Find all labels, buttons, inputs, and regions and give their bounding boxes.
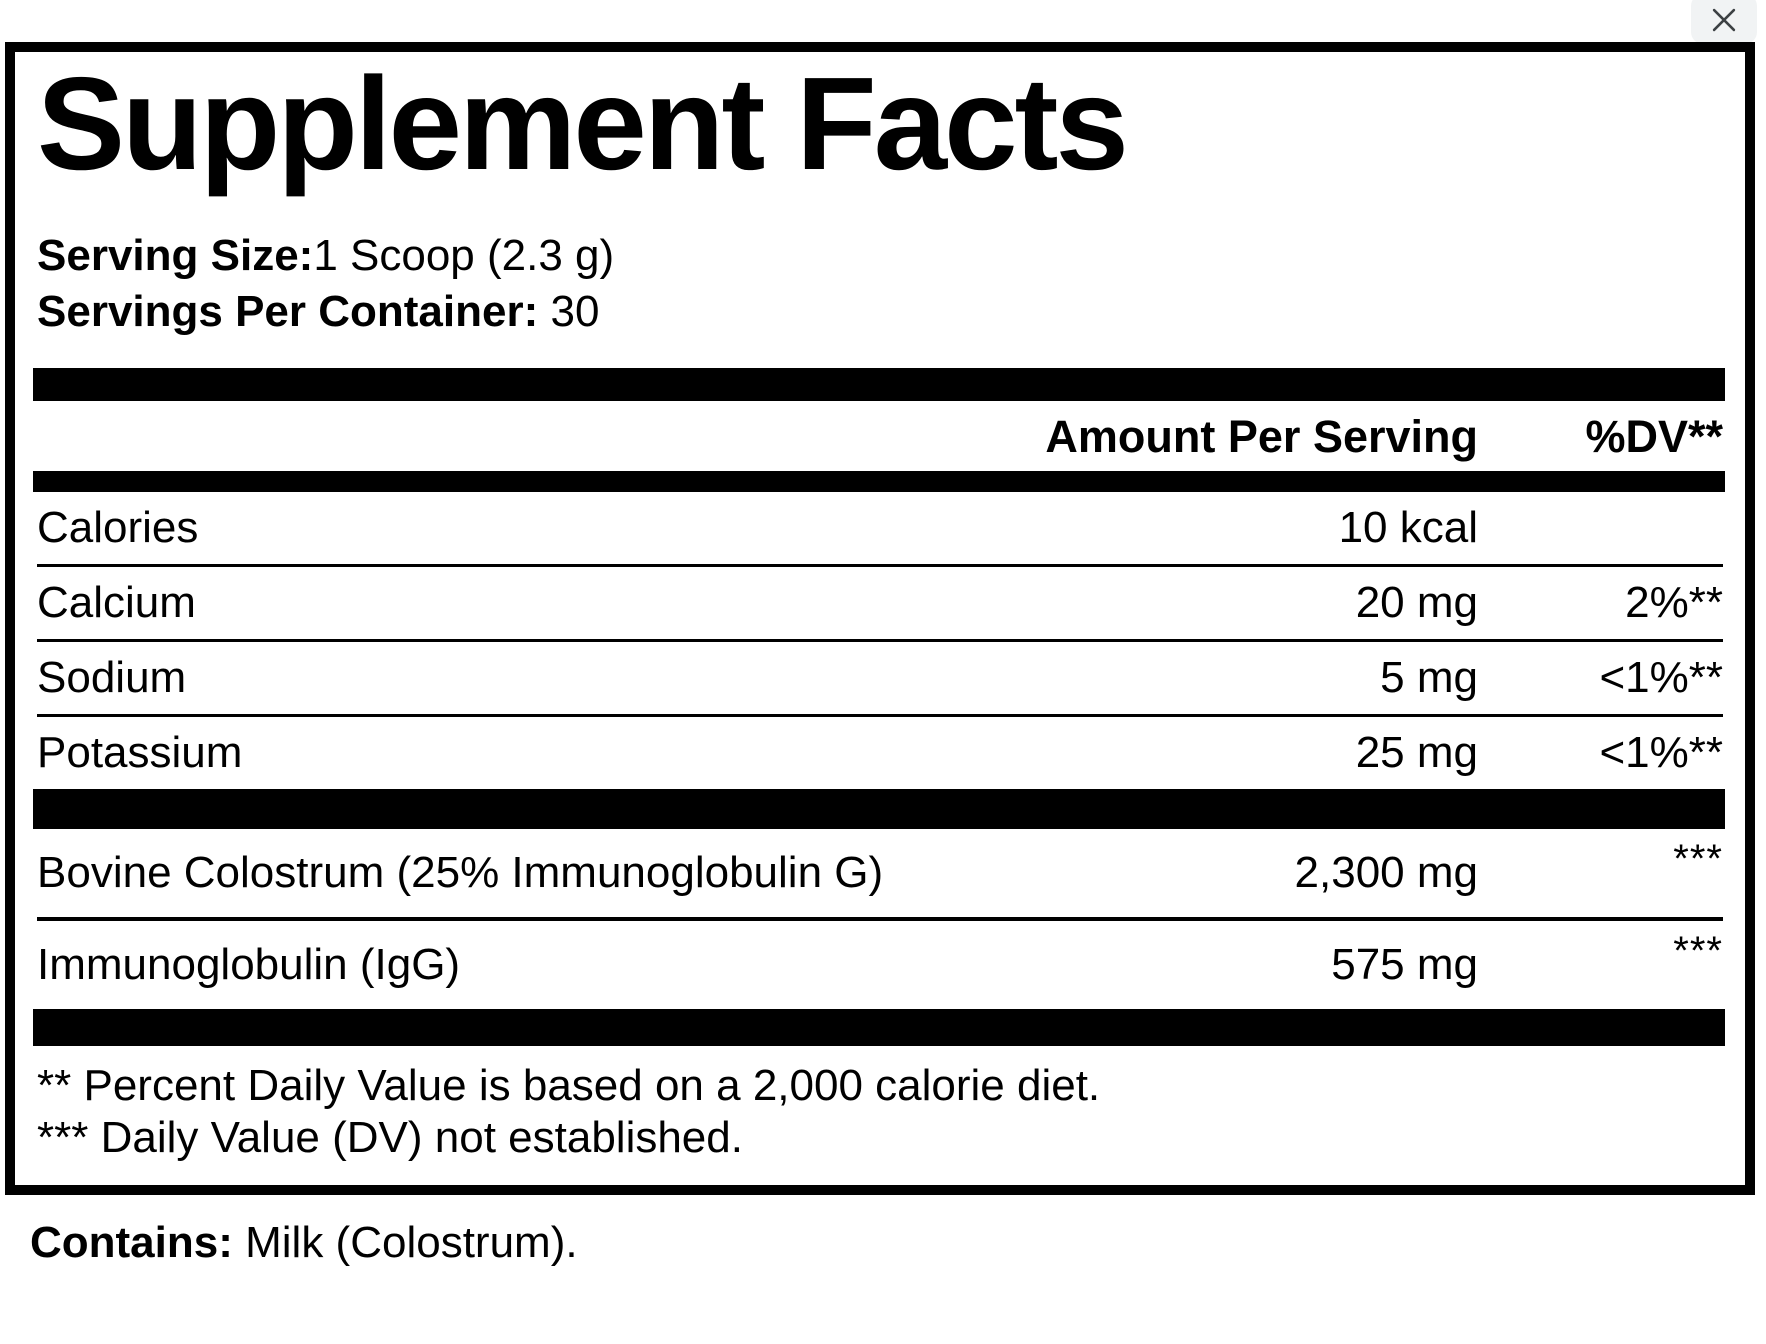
close-icon: [1707, 3, 1741, 37]
nutrient-name: Potassium: [37, 727, 243, 777]
ingredient-amount: 575 mg: [1331, 939, 1478, 989]
nutrient-amount: 20 mg: [1355, 577, 1478, 627]
ingredient-name: Immunoglobulin (IgG): [37, 939, 461, 989]
nutrient-name: Sodium: [37, 652, 187, 702]
serving-size-value: 1 Scoop (2.3 g): [313, 230, 615, 280]
contains-label: Contains:: [30, 1218, 233, 1267]
supplement-facts-panel: Supplement Facts Serving Size:1 Scoop (2…: [5, 42, 1755, 1195]
nutrient-rows: Calories 10 kcal Calcium 20 mg 2%** Sodi…: [37, 492, 1723, 789]
nutrient-dv: <1%**: [1599, 727, 1723, 777]
ingredient-dv: ***: [1673, 928, 1723, 973]
footnote-dv-not-established: *** Daily Value (DV) not established.: [37, 1112, 743, 1162]
divider-medium-bar: [33, 470, 1725, 492]
nutrient-amount: 5 mg: [1380, 652, 1478, 702]
table-row: Calories 10 kcal: [37, 492, 1723, 564]
contains-value: Milk (Colostrum).: [245, 1218, 578, 1267]
table-row: Bovine Colostrum (25% Immunoglobulin G) …: [37, 829, 1723, 917]
table-row: Sodium 5 mg <1%**: [37, 638, 1723, 714]
ingredient-dv: ***: [1673, 836, 1723, 881]
nutrient-amount: 10 kcal: [1338, 502, 1478, 552]
nutrient-amount: 25 mg: [1355, 727, 1478, 777]
close-button[interactable]: [1691, 0, 1757, 44]
nutrient-name: Calories: [37, 502, 199, 552]
ingredient-rows: Bovine Colostrum (25% Immunoglobulin G) …: [37, 829, 1723, 1009]
page-title: Supplement Facts: [37, 50, 1129, 197]
divider-thick-bar: [33, 367, 1725, 401]
footnote-daily-value: ** Percent Daily Value is based on a 2,0…: [37, 1060, 1101, 1110]
divider-thick-bar: [33, 788, 1725, 829]
nutrient-dv: <1%**: [1599, 652, 1723, 702]
percent-dv-header: %DV**: [1585, 410, 1723, 462]
serving-size-line: Serving Size:1 Scoop (2.3 g): [37, 228, 1723, 284]
nutrient-dv: 2%**: [1625, 577, 1723, 627]
divider-thick-bar: [33, 1008, 1725, 1046]
table-row: Immunoglobulin (IgG) 575 mg ***: [37, 916, 1723, 1009]
table-row: Potassium 25 mg <1%**: [37, 713, 1723, 789]
nutrient-name: Calcium: [37, 577, 196, 627]
ingredient-name: Bovine Colostrum (25% Immunoglobulin G): [37, 847, 884, 897]
serving-size-label: Serving Size:: [37, 230, 314, 280]
serving-info: Serving Size:1 Scoop (2.3 g) Servings Pe…: [37, 228, 1723, 340]
amount-per-serving-header: Amount Per Serving: [1045, 410, 1478, 462]
servings-per-container-label: Servings Per Container:: [37, 286, 539, 336]
servings-per-container-value: 30: [550, 286, 600, 336]
contains-statement: Contains: Milk (Colostrum).: [30, 1218, 578, 1268]
table-header-row: Amount Per Serving %DV**: [37, 401, 1723, 471]
footnotes: ** Percent Daily Value is based on a 2,0…: [37, 1060, 1723, 1164]
servings-per-container-line: Servings Per Container: 30: [37, 284, 1723, 340]
table-row: Calcium 20 mg 2%**: [37, 563, 1723, 639]
ingredient-amount: 2,300 mg: [1294, 847, 1478, 897]
